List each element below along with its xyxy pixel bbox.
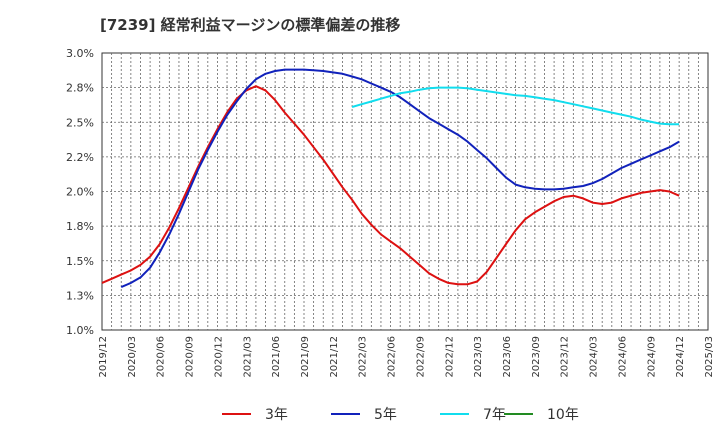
x-tick-label: 2021/09 (300, 336, 311, 378)
x-tick-label: 2020/06 (156, 336, 167, 378)
y-tick-label: 2.0% (66, 186, 94, 199)
y-tick-label: 1.5% (66, 255, 94, 268)
x-tick-label: 2020/12 (213, 336, 224, 378)
x-tick-label: 2022/06 (387, 336, 398, 378)
y-tick-label: 2.8% (66, 82, 94, 95)
legend: 3年 5年 7年 10年 (222, 407, 579, 423)
x-tick-label: 2024/12 (675, 336, 686, 378)
x-tick-label: 2020/03 (127, 336, 138, 378)
grid (101, 52, 709, 331)
x-tick-label: 2024/09 (646, 336, 657, 378)
y-tick-label: 3.0% (66, 47, 94, 60)
x-tick-label: 2021/12 (329, 336, 340, 378)
x-tick-label: 2025/03 (704, 336, 715, 378)
y-tick-label: 2.5% (66, 116, 94, 129)
chart-title: [7239] 経常利益マージンの標準偏差の推移 (100, 16, 401, 34)
x-tick-label: 2022/03 (358, 336, 369, 378)
x-tick-label: 2024/06 (617, 336, 628, 378)
y-tick-label: 2.2% (66, 151, 94, 164)
legend-label: 7年 (483, 407, 506, 423)
x-tick-label: 2023/09 (531, 336, 542, 378)
x-tick-label: 2021/03 (242, 336, 253, 378)
y-tick-label: 1.8% (66, 220, 94, 233)
series-line-5年 (120, 68, 680, 289)
series-lines (101, 68, 680, 289)
plot-frame (101, 52, 709, 331)
y-tick-label: 1.0% (66, 324, 94, 337)
series-line-7年 (351, 86, 680, 126)
x-tick-label: 2022/12 (444, 336, 455, 378)
x-tick-label: 2023/06 (502, 336, 513, 378)
x-tick-label: 2023/03 (473, 336, 484, 378)
x-tick-label: 2023/12 (560, 336, 571, 378)
y-axis-ticks: 1.0% 1.3% 1.5% 1.8% 2.0% 2.2% 2.5% 2.8% 3.0% (66, 47, 94, 337)
x-tick-label: 2024/03 (589, 336, 600, 378)
x-axis-ticks: 2019/12 2020/03 2020/06 2020/09 2020/12 2021/… (98, 336, 715, 378)
series-line-3年 (101, 85, 680, 286)
x-tick-label: 2021/06 (271, 336, 282, 378)
legend-label: 5年 (374, 407, 397, 423)
legend-label: 3年 (265, 407, 288, 423)
x-tick-label: 2022/09 (415, 336, 426, 378)
x-tick-label: 2020/09 (185, 336, 196, 378)
x-tick-label: 2019/12 (98, 336, 109, 378)
y-tick-label: 1.3% (66, 289, 94, 302)
legend-label: 10年 (547, 407, 579, 423)
